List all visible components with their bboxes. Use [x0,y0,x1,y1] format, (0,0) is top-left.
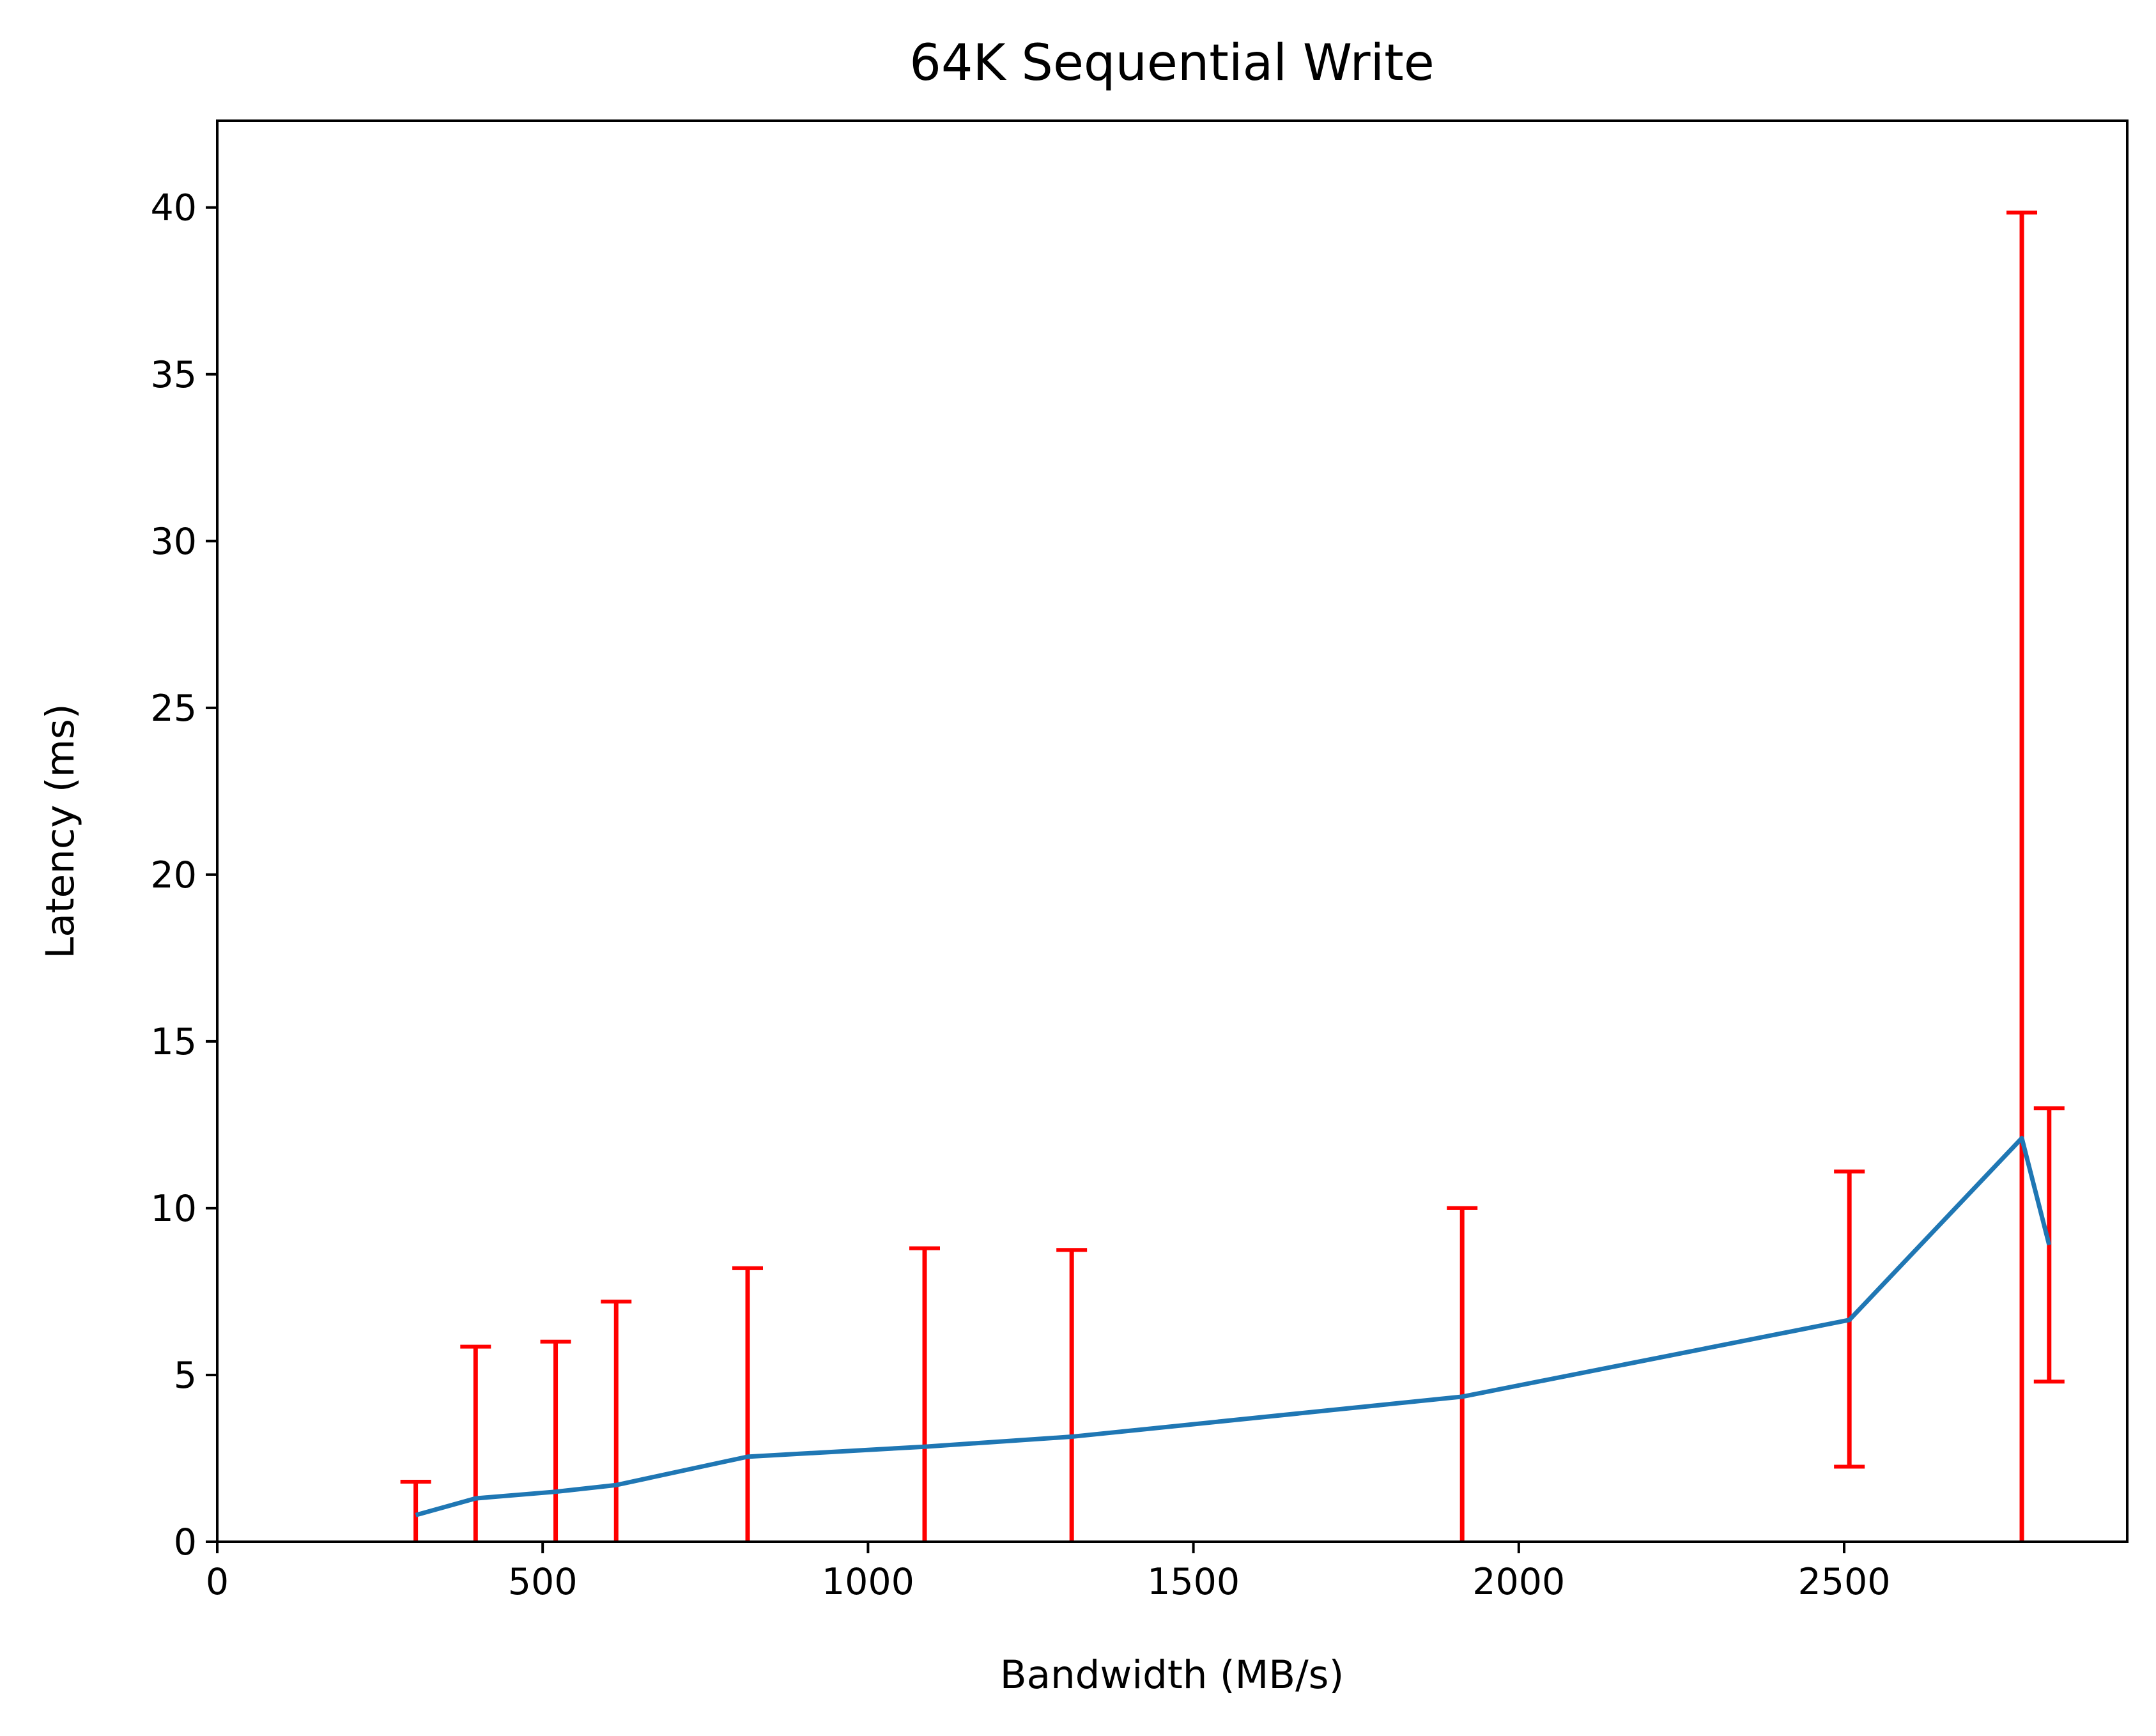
x-tick-label: 1500 [1147,1561,1240,1603]
error-bar [400,1480,431,1542]
y-tick-label: 25 [150,687,197,730]
chart-title: 64K Sequential Write [909,35,1435,92]
y-tick-label: 20 [150,854,197,896]
plot-frame [216,119,2129,1543]
y-axis-label: Latency (ms) [38,703,83,958]
data-point [415,1515,416,1516]
data-point [555,1491,556,1492]
error-bar [732,1266,763,1542]
x-tick-label: 500 [508,1561,578,1603]
x-axis-label: Bandwidth (MB/s) [1000,1652,1344,1698]
x-tick-label: 0 [206,1561,229,1603]
y-tick-label: 30 [150,521,197,563]
y-tick-label: 40 [150,187,197,229]
y-tick-label: 10 [150,1188,197,1230]
error-bar [1447,1206,1478,1542]
error-bar [460,1344,491,1542]
x-tick-label: 2000 [1472,1561,1565,1603]
data-point [747,1456,748,1457]
y-tick-label: 5 [174,1355,197,1397]
plot-area [217,121,2127,1542]
error-bar [2033,1106,2065,1384]
data-point [475,1498,476,1499]
y-tick-label: 0 [174,1521,197,1563]
error-bar [601,1300,632,1542]
x-axis-ticks: 0 500 1000 1500 2000 2500 [206,1542,1891,1603]
y-axis-ticks: 0 5 10 15 20 25 30 35 40 [150,187,217,1563]
series-layer [415,1135,2052,1517]
data-point [1849,1319,1850,1320]
error-bar [909,1246,940,1542]
error-bar [2006,210,2038,1542]
error-bar [540,1339,571,1542]
error-bar [1056,1248,1088,1542]
data-point [1462,1396,1463,1397]
series-line [415,1135,2052,1517]
y-tick-label: 15 [150,1021,197,1063]
data-point [616,1485,617,1486]
y-tick-label: 35 [150,354,197,396]
x-tick-label: 2500 [1798,1561,1890,1603]
x-tick-label: 1000 [822,1561,914,1603]
